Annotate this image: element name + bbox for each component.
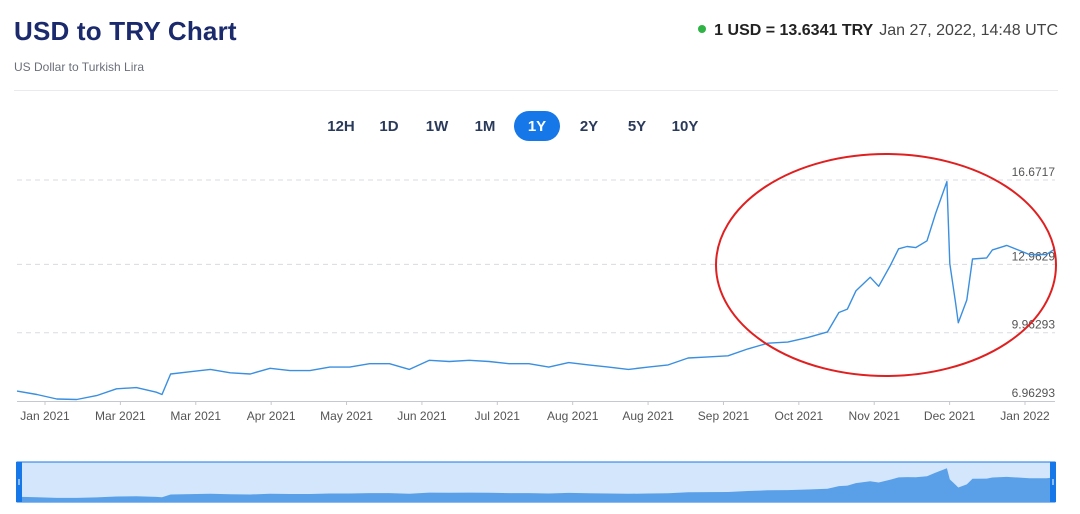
tab-1d[interactable]: 1D: [379, 117, 399, 135]
x-tick-label: Oct 2021: [774, 409, 823, 423]
rate-value: 1 USD = 13.6341 TRY: [714, 22, 874, 39]
x-tick-label: Nov 2021: [849, 409, 901, 423]
x-tick-label: Aug 2021: [547, 409, 599, 423]
x-tick-label: Jan 2022: [1000, 409, 1050, 423]
x-tick-label: Mar 2021: [95, 409, 146, 423]
x-tick-label: Jul 2021: [475, 409, 521, 423]
tab-1w[interactable]: 1W: [425, 117, 449, 135]
x-tick-label: May 2021: [320, 409, 373, 423]
tab-5y[interactable]: 5Y: [627, 117, 647, 135]
x-tick-label: Mar 2021: [170, 409, 221, 423]
highlight-annotation-ellipse: [715, 153, 1057, 377]
tab-2y[interactable]: 2Y: [579, 117, 599, 135]
live-status-dot-icon: [698, 24, 707, 33]
tab-1y[interactable]: 1Y: [514, 111, 560, 141]
y-tick-label: 6.96293: [1012, 386, 1056, 400]
timeframe-tabs: 12H 1D 1W 1M 1Y 2Y 5Y 10Y: [322, 111, 704, 141]
current-rate: 1 USD = 13.6341 TRY Jan 27, 2022, 14:48 U…: [698, 22, 1058, 40]
x-tick-label: Sep 2021: [698, 409, 750, 423]
navigator-area: [17, 468, 1055, 502]
x-tick-label: Apr 2021: [247, 409, 296, 423]
header-divider: [14, 90, 1058, 91]
x-tick-label: Jun 2021: [397, 409, 447, 423]
chart-title: USD to TRY Chart: [14, 16, 237, 46]
tab-10y[interactable]: 10Y: [671, 117, 699, 135]
rate-timestamp: Jan 27, 2022, 14:48 UTC: [879, 22, 1058, 39]
series-line: [16, 180, 1056, 401]
x-tick-label: Aug 2021: [622, 409, 674, 423]
chart-subtitle: US Dollar to Turkish Lira: [14, 60, 145, 74]
y-tick-label: 9.96293: [1012, 318, 1056, 332]
x-tick-label: Jan 2021: [20, 409, 70, 423]
x-tick-label: Dec 2021: [924, 409, 976, 423]
y-tick-label: 16.6717: [1012, 165, 1056, 179]
tab-1m[interactable]: 1M: [474, 117, 496, 135]
y-tick-label: 12.9629: [1012, 249, 1056, 263]
tab-12h[interactable]: 12H: [327, 117, 355, 135]
